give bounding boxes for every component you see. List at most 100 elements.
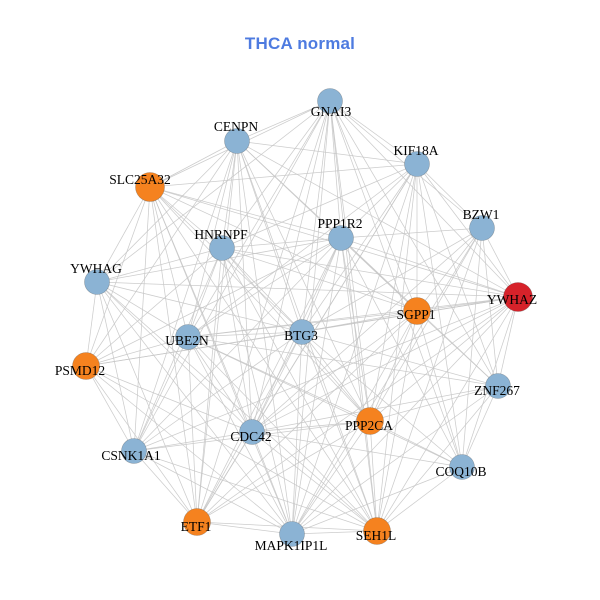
edge <box>301 331 463 468</box>
edge <box>369 385 499 422</box>
edge <box>461 385 499 468</box>
edge <box>236 100 331 142</box>
node-label-BZW1: BZW1 <box>463 207 500 222</box>
edge <box>329 100 463 468</box>
edge <box>416 310 463 468</box>
edge <box>221 247 253 433</box>
edge <box>196 237 342 523</box>
edge <box>196 296 519 523</box>
node-BTG3 <box>289 319 315 345</box>
node-HNRNPF <box>209 235 235 261</box>
node-label-PSMD12: PSMD12 <box>55 363 105 378</box>
edge <box>376 296 519 532</box>
edge <box>369 420 378 532</box>
edge <box>133 100 331 452</box>
edge <box>251 331 303 433</box>
edge <box>187 336 253 433</box>
edge <box>96 281 303 333</box>
edge <box>376 466 463 532</box>
edge <box>221 163 418 249</box>
node-SGPP1 <box>403 297 431 325</box>
edge <box>376 163 418 532</box>
edge <box>369 420 463 468</box>
edge <box>96 281 198 523</box>
edge <box>251 431 293 535</box>
node-ETF1 <box>183 508 211 536</box>
node-label-MAPK1IP1L: MAPK1IP1L <box>255 538 328 553</box>
edge <box>133 247 223 452</box>
node-label-UBE2N: UBE2N <box>165 333 209 348</box>
edge <box>85 237 342 367</box>
node-label-PPP1R2: PPP1R2 <box>317 216 362 231</box>
node-YWHAZ <box>503 282 533 312</box>
edge <box>96 186 151 283</box>
edge <box>85 336 189 367</box>
edge <box>251 296 519 433</box>
edge <box>187 336 198 523</box>
node-label-HNRNPF: HNRNPF <box>194 227 248 242</box>
edge <box>85 365 135 452</box>
edge <box>481 227 499 387</box>
edge <box>301 100 331 333</box>
node-YWHAG <box>84 269 110 295</box>
edge <box>187 163 418 338</box>
edge <box>149 186 418 312</box>
edge <box>376 227 483 532</box>
node-label-YWHAG: YWHAG <box>70 261 122 276</box>
edge <box>149 186 371 422</box>
node-label-ETF1: ETF1 <box>181 519 212 534</box>
edge <box>416 163 519 298</box>
edge <box>221 247 303 333</box>
edge <box>251 227 483 433</box>
edge <box>149 186 198 523</box>
edge <box>85 140 238 367</box>
edge <box>221 100 331 249</box>
edge <box>96 281 519 298</box>
edge <box>96 281 253 433</box>
edge <box>369 227 483 422</box>
edge <box>416 163 463 468</box>
edge <box>187 247 223 338</box>
edge <box>96 281 378 532</box>
edge <box>369 310 418 422</box>
edge <box>221 140 238 249</box>
node-BZW1 <box>469 215 495 241</box>
edge <box>196 521 293 535</box>
node-PPP1R2 <box>328 225 354 251</box>
node-label-BTG3: BTG3 <box>284 328 318 343</box>
node-KIF18A <box>404 151 430 177</box>
edge <box>96 281 135 452</box>
nodes-layer <box>72 88 533 547</box>
edge <box>329 100 499 387</box>
edge <box>133 450 293 535</box>
edge <box>291 296 519 535</box>
edge <box>251 431 463 468</box>
node-label-ZNF267: ZNF267 <box>474 383 520 398</box>
node-SLC25A32 <box>135 172 165 202</box>
node-label-CDC42: CDC42 <box>230 429 271 444</box>
labels-layer: GNAI3 CENPN KIF18A SLC25A32 BZW1 PPP1R2 HNRNPF… <box>55 104 537 553</box>
edge <box>376 310 418 532</box>
edge <box>149 163 418 188</box>
node-label-CENPN: CENPN <box>214 119 259 134</box>
edge <box>187 336 463 468</box>
edge <box>149 186 189 338</box>
edge <box>187 140 238 338</box>
edge <box>291 420 371 535</box>
edge <box>133 336 189 452</box>
edge <box>221 247 418 312</box>
node-GNAI3 <box>317 88 343 114</box>
edge <box>221 247 519 298</box>
edge <box>149 186 293 535</box>
edge <box>329 100 371 422</box>
node-CSNK1A1 <box>121 438 147 464</box>
edge <box>187 237 342 338</box>
edge <box>149 186 223 249</box>
edge <box>497 296 519 387</box>
edge <box>196 420 371 523</box>
edge <box>340 237 378 532</box>
chart-title: THCA normal <box>244 34 356 53</box>
node-CDC42 <box>239 419 265 445</box>
edge <box>187 331 303 338</box>
